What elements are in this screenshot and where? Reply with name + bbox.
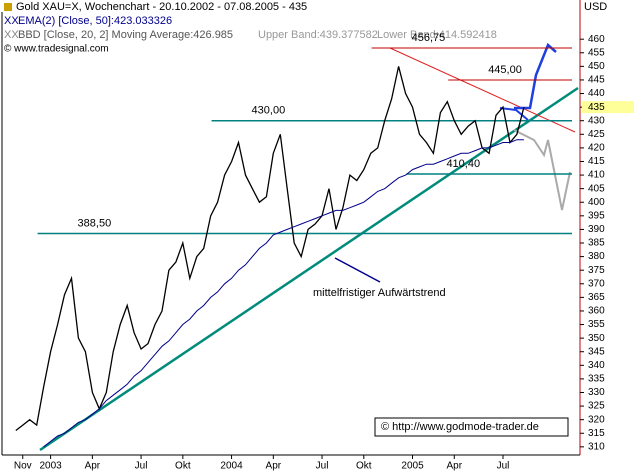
chart-title: Gold XAU=X, Wochenchart - 20.10.2002 - 0… — [16, 1, 307, 13]
y-tick-label: 315 — [588, 428, 605, 439]
icon — [4, 3, 12, 11]
legend-lower: Lower Band:414.592418 — [377, 29, 497, 41]
y-tick-label: 420 — [588, 143, 605, 154]
y-tick-label: 330 — [588, 387, 605, 398]
y-tick-label: 370 — [588, 278, 605, 289]
watermark-box — [374, 417, 569, 437]
y-tick-label: 410 — [588, 170, 605, 181]
legend-marker: XX — [4, 29, 19, 41]
x-tick-label: Jul — [497, 461, 510, 472]
legend-bbd: BBD [Close, 20, 2] Moving Average:426.98… — [18, 29, 233, 41]
series-line — [43, 139, 524, 448]
y-tick-label: 320 — [588, 414, 605, 425]
forecast-down — [513, 129, 571, 211]
y-tick-label: 365 — [588, 292, 605, 303]
channel-line — [389, 47, 576, 133]
y-tick-label: 325 — [588, 401, 605, 412]
forecast-up — [499, 107, 529, 121]
y-tick-label: 345 — [588, 346, 605, 357]
level-label: 445,00 — [488, 64, 522, 76]
y-tick-label: 375 — [588, 265, 605, 276]
x-tick-label: 2004 — [220, 461, 243, 472]
y-tick-label: 400 — [588, 197, 605, 208]
x-tick-label: Apr — [85, 461, 101, 472]
annotation: mittelfristiger Aufwärtstrend — [313, 287, 446, 299]
legend-upper: Upper Band:439.377582 — [258, 29, 378, 41]
y-tick-label: 340 — [588, 360, 605, 371]
y-tick-label: 460 — [588, 34, 605, 45]
level-label: 410,40 — [446, 158, 480, 170]
y-tick-label: 425 — [588, 129, 605, 140]
y-tick-label: 380 — [588, 251, 605, 262]
x-tick-label: Apr — [266, 461, 282, 472]
source: © www.tradesignal.com — [4, 44, 109, 55]
y-tick-label: 415 — [588, 156, 605, 167]
x-tick-label: Apr — [446, 461, 462, 472]
last-price-box — [582, 101, 634, 114]
x-tick-label: 2003 — [39, 461, 62, 472]
level-label: 456,75 — [412, 32, 446, 44]
y-tick-label: 335 — [588, 374, 605, 385]
y-tick-label: 360 — [588, 306, 605, 317]
x-tick-label: Jul — [316, 461, 329, 472]
y-unit: USD — [584, 1, 607, 13]
annotation-arrow — [334, 257, 381, 283]
y-tick-label: 445 — [588, 75, 605, 86]
y-tick-label: 405 — [588, 183, 605, 194]
legend-ema: EMA(2) [Close, 50]:423.033326 — [18, 15, 172, 27]
x-tick-label: Nov — [14, 461, 32, 472]
y-tick-label: 385 — [588, 238, 605, 249]
y-tick-label: 350 — [588, 333, 605, 344]
y-tick-label: 355 — [588, 319, 605, 330]
x-tick-label: Okt — [356, 461, 372, 472]
y-tick-label: 440 — [588, 88, 605, 99]
x-tick-label: Jul — [135, 461, 148, 472]
last-price: 435 — [588, 102, 605, 113]
y-tick-label: 430 — [588, 115, 605, 126]
legend-marker: XX — [4, 15, 19, 27]
y-tick-label: 455 — [588, 47, 605, 58]
watermark: © http://www.godmode-trader.de — [381, 421, 539, 433]
y-tick-label: 395 — [588, 210, 605, 221]
level-label: 430,00 — [252, 105, 286, 117]
y-tick-label: 310 — [588, 441, 605, 452]
series-line — [15, 66, 525, 432]
x-tick-label: Okt — [175, 461, 191, 472]
x-tick-label: 2005 — [401, 461, 424, 472]
forecast-up — [514, 42, 557, 110]
level-label: 388,50 — [78, 217, 112, 229]
y-tick-label: 390 — [588, 224, 605, 235]
y-tick-label: 450 — [588, 61, 605, 72]
